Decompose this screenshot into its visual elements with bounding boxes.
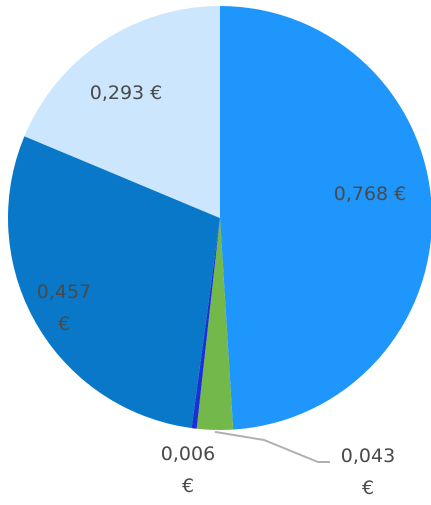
leader-line-1	[215, 432, 330, 462]
slice-label-4: 0,293 €	[90, 82, 163, 104]
pie-slice-0	[220, 6, 431, 430]
slice-label-0: 0,768 €	[334, 183, 407, 205]
pie-slices	[8, 6, 431, 430]
slice-label-1: 0,043 €	[341, 445, 395, 499]
slice-label-2: 0,006 €	[161, 443, 215, 497]
leader-lines	[215, 432, 330, 462]
